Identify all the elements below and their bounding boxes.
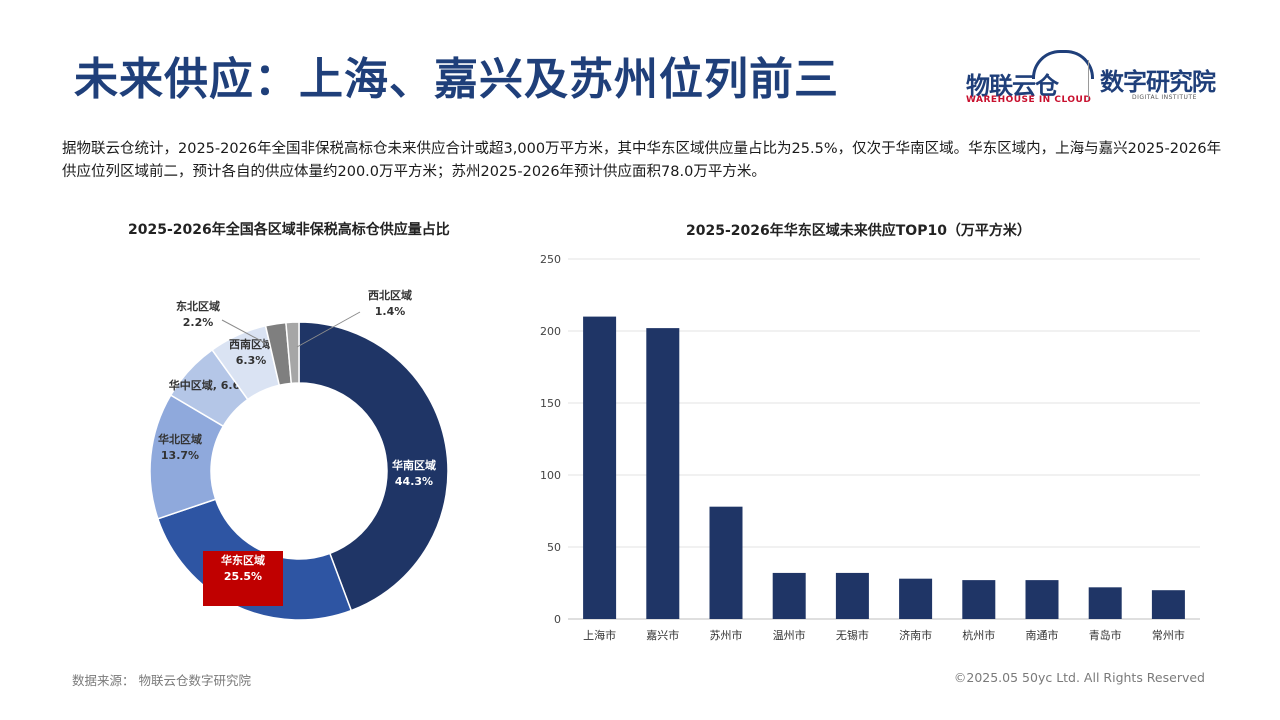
source-note: 数据来源： 物联云仓数字研究院 <box>72 673 251 688</box>
slice-value-label: 2.2% <box>183 316 214 329</box>
slice-value-label: 1.4% <box>375 305 406 318</box>
copyright-note: ©2025.05 50yc Ltd. All Rights Reserved <box>953 670 1205 685</box>
slice-label: 华南区域 <box>392 458 436 472</box>
y-tick-label: 150 <box>540 397 561 410</box>
leader-line <box>221 319 266 344</box>
y-tick-label: 0 <box>554 613 561 626</box>
x-tick-label: 青岛市 <box>1089 628 1122 642</box>
donut-slice <box>285 321 300 385</box>
logo-institute-cn: 数字研究院 <box>1100 68 1216 96</box>
x-tick-label: 苏州市 <box>710 628 743 642</box>
x-tick-label: 济南市 <box>899 628 932 642</box>
brand-logo: 物联云仓 WAREHOUSE IN CLOUD 数字研究院 DIGITAL IN… <box>962 48 1222 108</box>
slice-value-label: 44.3% <box>395 475 433 488</box>
leader-line <box>296 311 361 348</box>
x-tick-label: 常州市 <box>1152 628 1185 642</box>
page-title: 未来供应：上海、嘉兴及苏州位列前三 <box>74 54 839 105</box>
slice-label: 西北区域 <box>368 288 412 302</box>
x-tick-label: 杭州市 <box>962 628 995 642</box>
bar <box>962 580 996 619</box>
donut-slice <box>298 321 449 612</box>
bar <box>646 328 680 619</box>
bar <box>772 572 806 619</box>
logo-divider <box>1088 60 1089 100</box>
x-tick-label: 温州市 <box>773 628 806 642</box>
slice-label: 华东区域 <box>221 553 265 567</box>
bar <box>1025 580 1059 619</box>
slice-value-label: 13.7% <box>161 449 199 462</box>
x-tick-label: 南通市 <box>1026 628 1059 642</box>
y-tick-label: 50 <box>547 541 561 554</box>
description-text: 据物联云仓统计，2025-2026年全国非保税高标仓未来供应合计或超3,000万… <box>62 141 1222 180</box>
logo-brand-en: WAREHOUSE IN CLOUD <box>966 95 1092 105</box>
logo-institute-en: DIGITAL INSTITUTE <box>1132 94 1197 101</box>
y-tick-label: 250 <box>540 253 561 266</box>
bar <box>583 316 617 619</box>
slice-value-label: 6.3% <box>236 354 267 367</box>
highlight-box <box>203 551 283 606</box>
x-tick-label: 无锡市 <box>836 628 869 642</box>
slice-label: 西南区域 <box>229 337 273 351</box>
pie-chart-title: 2025-2026年全国各区域非保税高标仓供应量占比 <box>128 222 450 238</box>
y-tick-label: 100 <box>540 469 561 482</box>
bar <box>709 506 743 619</box>
x-tick-label: 上海市 <box>583 628 616 642</box>
x-tick-label: 嘉兴市 <box>646 628 679 642</box>
bar <box>1088 587 1122 619</box>
bar <box>835 572 869 619</box>
y-tick-label: 200 <box>540 325 561 338</box>
donut-chart: 华南区域 44.3% 华东区域 25.5% 华北区域 13.7% 华中区域, 6.6% 西南区… <box>149 288 449 621</box>
logo-brand-cn: 物联云仓 <box>966 72 1059 100</box>
slice-label: 华北区域 <box>158 432 202 446</box>
bar <box>1151 590 1185 619</box>
bar-chart: 0 50 100 150 200 250 上海市 嘉兴市 苏州市 温州市 无锡市 济南市 杭州市 南通市 青… <box>540 253 1200 642</box>
slice-label: 东北区域 <box>176 299 220 313</box>
slice-label: 华中区域, 6.6% <box>169 378 252 392</box>
slice-value-label: 25.5% <box>224 570 262 583</box>
bar <box>899 578 933 619</box>
bar-chart-title: 2025-2026年华东区域未来供应TOP10（万平方米） <box>686 223 1031 239</box>
